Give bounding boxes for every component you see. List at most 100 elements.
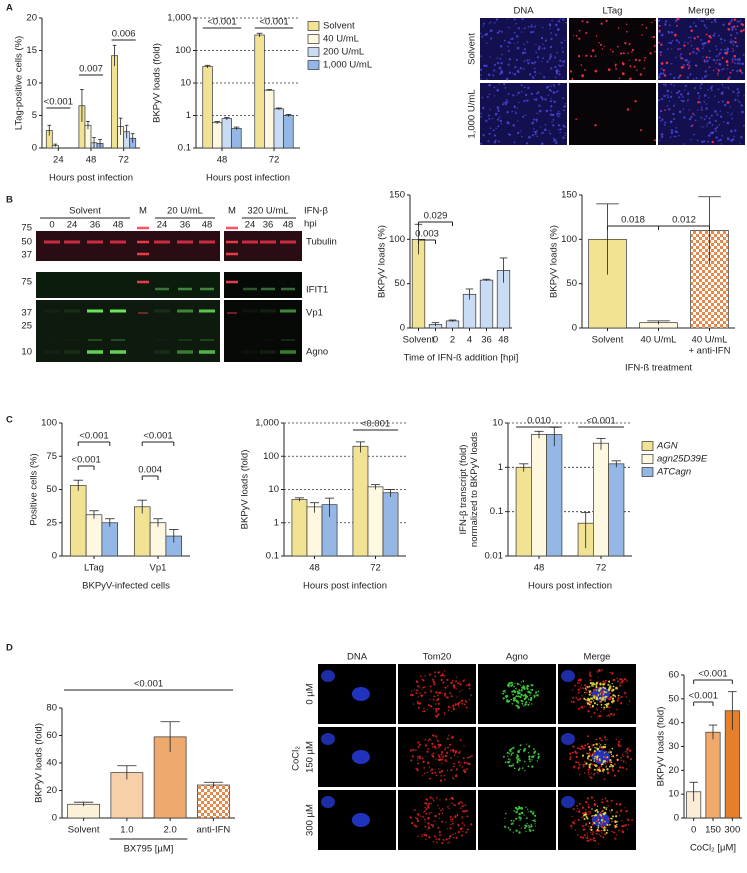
- cell-signal: [609, 765, 611, 768]
- cell-signal: [610, 761, 613, 764]
- cell-signal: [429, 770, 432, 772]
- cell-signal: [543, 47, 546, 50]
- cell-signal: [576, 747, 579, 750]
- cell-signal: [740, 29, 743, 33]
- cell-signal: [688, 109, 690, 111]
- cell-signal: [577, 808, 579, 810]
- cell-signal: [703, 94, 707, 97]
- cell-signal: [608, 680, 611, 683]
- cell-signal: [616, 699, 619, 702]
- cell-signal: [603, 681, 607, 685]
- cell-signal: [437, 671, 440, 674]
- cell-signal: [626, 696, 628, 698]
- x-tick-label: 1.0: [120, 825, 133, 836]
- cell-signal: [482, 25, 484, 28]
- cell-signal: [626, 752, 629, 754]
- cell-signal: [437, 754, 440, 757]
- y-axis-label: BKPyV loads (%): [548, 225, 559, 298]
- cell-signal: [534, 74, 537, 76]
- cell-signal: [602, 693, 605, 695]
- treatment-label: IFN-β: [304, 206, 328, 217]
- cell-signal: [435, 715, 439, 718]
- cell-signal: [604, 820, 606, 823]
- cell-signal: [429, 766, 431, 768]
- cell-signal: [553, 138, 556, 141]
- cell-signal: [618, 814, 621, 817]
- y-tick-label: 1: [498, 462, 503, 473]
- cell-signal: [690, 44, 693, 47]
- cell-signal: [536, 92, 538, 95]
- cell-signal: [589, 679, 592, 682]
- cell-signal: [678, 41, 680, 44]
- cell-signal: [432, 752, 435, 755]
- cell-signal: [573, 822, 576, 825]
- cell-signal: [443, 675, 446, 677]
- cell-signal: [438, 807, 440, 809]
- y-tick-label: 10: [268, 484, 279, 495]
- cell-signal: [572, 697, 574, 699]
- cell-signal: [721, 100, 724, 103]
- cell-signal: [534, 98, 538, 101]
- cell-signal: [659, 109, 663, 113]
- cell-signal: [690, 115, 693, 118]
- cell-signal: [523, 27, 526, 30]
- cell-signal: [418, 755, 421, 758]
- cell-signal: [430, 768, 434, 771]
- cell-signal: [591, 815, 593, 817]
- cell-signal: [584, 811, 586, 813]
- cell-signal: [493, 69, 496, 72]
- cell-signal: [600, 711, 601, 712]
- cell-signal: [683, 44, 686, 47]
- cell-signal: [578, 685, 580, 687]
- cell-signal: [708, 117, 711, 120]
- cell-signal: [462, 830, 464, 833]
- cell-signal: [618, 692, 620, 694]
- cell-signal: [519, 744, 522, 747]
- cell-signal: [719, 58, 721, 61]
- cell-signal: [438, 746, 440, 749]
- bar: [367, 486, 384, 557]
- cell-signal: [730, 34, 733, 37]
- cell-signal: [597, 827, 600, 829]
- cell-signal: [590, 776, 593, 779]
- cell-signal: [569, 70, 573, 73]
- cell-signal: [525, 806, 527, 808]
- cell-signal: [443, 694, 446, 697]
- blot-band: [154, 240, 170, 244]
- cell-signal: [676, 17, 680, 21]
- cell-signal: [434, 671, 437, 674]
- cell-signal: [447, 806, 449, 808]
- cell-signal: [718, 53, 720, 56]
- cell-signal: [600, 822, 603, 826]
- cell-signal: [575, 753, 578, 755]
- cell-signal: [527, 86, 530, 90]
- cell-signal: [707, 134, 711, 137]
- cell-signal: [598, 746, 601, 749]
- cell-signal: [522, 695, 524, 697]
- cell-signal: [533, 811, 535, 813]
- p-value: <0.001: [79, 431, 108, 442]
- cell-signal: [577, 698, 579, 701]
- cell-signal: [480, 74, 482, 76]
- cell-signal: [670, 120, 673, 123]
- y-tick-label: 0: [674, 813, 679, 824]
- cell-signal: [556, 112, 559, 116]
- cell-signal: [599, 750, 601, 752]
- cell-signal: [529, 694, 531, 696]
- cell-signal: [572, 745, 575, 748]
- cell-signal: [579, 836, 582, 839]
- cell-signal: [517, 684, 519, 686]
- bar: [382, 492, 399, 557]
- y-tick-label: 50: [566, 278, 577, 289]
- p-value: 0.012: [672, 215, 696, 226]
- cell-signal: [413, 703, 415, 705]
- cell-signal: [531, 93, 533, 95]
- cell-signal: [592, 744, 595, 746]
- cell-signal: [615, 738, 617, 740]
- cell-signal: [510, 823, 512, 826]
- cell-signal: [553, 86, 556, 88]
- cell-signal: [601, 694, 604, 698]
- cell-signal: [429, 796, 432, 799]
- cell-signal: [595, 35, 598, 37]
- cell-signal: [437, 713, 440, 716]
